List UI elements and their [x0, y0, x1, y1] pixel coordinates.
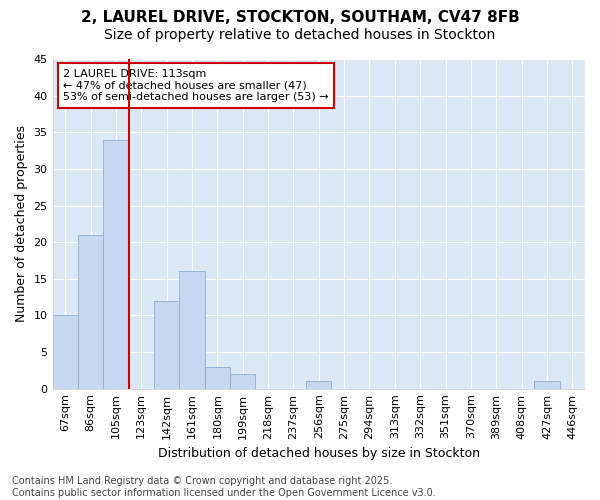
- Bar: [179, 272, 205, 388]
- Text: Size of property relative to detached houses in Stockton: Size of property relative to detached ho…: [104, 28, 496, 42]
- Text: 2 LAUREL DRIVE: 113sqm
← 47% of detached houses are smaller (47)
53% of semi-det: 2 LAUREL DRIVE: 113sqm ← 47% of detached…: [63, 69, 329, 102]
- Bar: [230, 374, 256, 388]
- Bar: [103, 140, 128, 388]
- Bar: [53, 316, 78, 388]
- Text: Contains HM Land Registry data © Crown copyright and database right 2025.
Contai: Contains HM Land Registry data © Crown c…: [12, 476, 436, 498]
- X-axis label: Distribution of detached houses by size in Stockton: Distribution of detached houses by size …: [158, 447, 480, 460]
- Bar: [154, 301, 179, 388]
- Bar: [78, 235, 103, 388]
- Bar: [534, 382, 560, 388]
- Text: 2, LAUREL DRIVE, STOCKTON, SOUTHAM, CV47 8FB: 2, LAUREL DRIVE, STOCKTON, SOUTHAM, CV47…: [80, 10, 520, 25]
- Bar: [306, 382, 331, 388]
- Y-axis label: Number of detached properties: Number of detached properties: [15, 126, 28, 322]
- Bar: [205, 366, 230, 388]
